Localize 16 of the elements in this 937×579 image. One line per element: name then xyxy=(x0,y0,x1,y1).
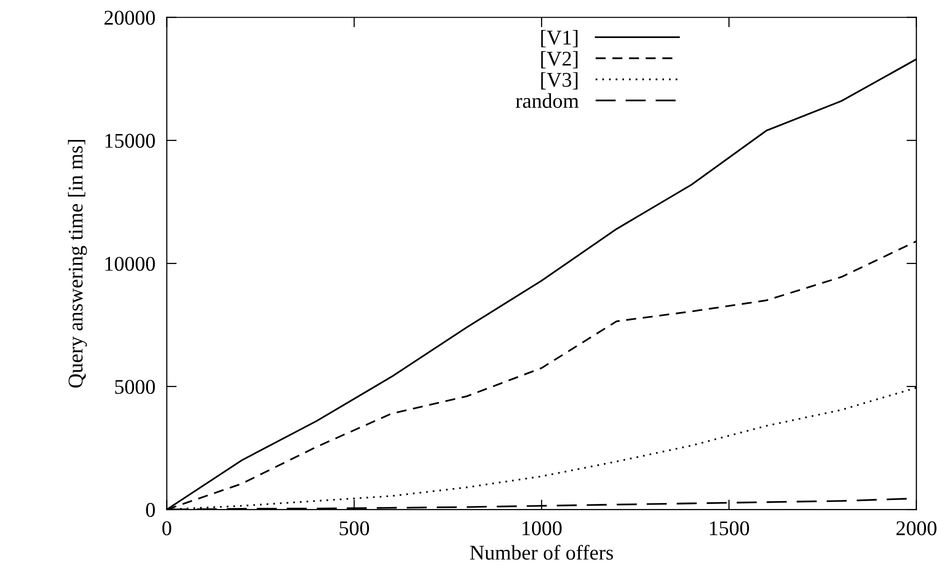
legend-label: [V2] xyxy=(541,51,578,68)
legend-label: [V3] xyxy=(541,72,578,90)
x-tick-label: 1000 xyxy=(522,521,562,536)
x-axis-title: Number of offers xyxy=(470,544,613,560)
legend-label: random xyxy=(516,93,579,108)
y-tick-label: 15000 xyxy=(105,134,155,148)
x-tick-label: 2000 xyxy=(896,521,936,536)
y-tick-label: 10000 xyxy=(105,256,155,271)
x-tick-label: 1500 xyxy=(710,521,750,536)
y-tick-label: 5000 xyxy=(115,380,155,394)
y-axis-title: Query answering time [in ms] xyxy=(68,140,87,388)
y-tick-label: 20000 xyxy=(104,10,155,25)
x-tick-label: 0 xyxy=(162,521,172,536)
legend-label: [V1] xyxy=(541,30,578,48)
x-tick-label: 500 xyxy=(340,521,370,536)
y-tick-label: 0 xyxy=(146,502,155,517)
